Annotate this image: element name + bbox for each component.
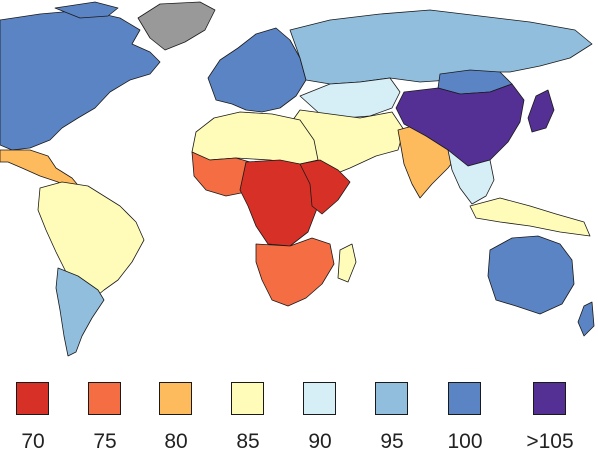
- legend-swatch-1: [16, 382, 49, 415]
- legend-label-2: 75: [93, 430, 117, 453]
- legend-label-1: 70: [21, 430, 45, 453]
- region-greenland: [137, 1, 216, 51]
- legend-swatch-2: [88, 382, 121, 415]
- region-south-america: [37, 181, 145, 301]
- legend-swatch-7: [448, 382, 481, 415]
- legend-swatch-3: [159, 382, 192, 415]
- legend: 70 75 80 85 90 95 100 >105: [0, 378, 598, 472]
- legend-swatch-4: [231, 382, 264, 415]
- world-map: [0, 1, 595, 357]
- region-southeast-asia: [447, 149, 495, 205]
- legend-label-4: 85: [236, 430, 260, 453]
- legend-swatch-5: [303, 382, 336, 415]
- region-indonesia: [469, 197, 591, 237]
- legend-swatch-8: [533, 382, 566, 415]
- region-australia: [487, 235, 575, 315]
- legend-label-6: 95: [380, 430, 404, 453]
- region-east-africa: [299, 159, 351, 215]
- region-southern-africa: [255, 237, 335, 307]
- region-central-africa: [239, 159, 319, 247]
- region-europe: [207, 27, 307, 113]
- region-southern-cone: [55, 267, 105, 357]
- legend-swatch-6: [375, 382, 408, 415]
- legend-label-8: >105: [526, 430, 574, 453]
- legend-label-7: 100: [447, 430, 483, 453]
- region-japan: [527, 89, 555, 133]
- region-china: [395, 83, 525, 167]
- legend-label-5: 90: [308, 430, 332, 453]
- region-north-america: [0, 9, 161, 151]
- region-new-zealand: [577, 301, 595, 337]
- legend-label-3: 80: [164, 430, 188, 453]
- region-north-america-islands: [54, 1, 119, 19]
- region-madagascar: [337, 243, 357, 283]
- region-north-africa: [191, 111, 319, 165]
- region-russia: [289, 9, 593, 85]
